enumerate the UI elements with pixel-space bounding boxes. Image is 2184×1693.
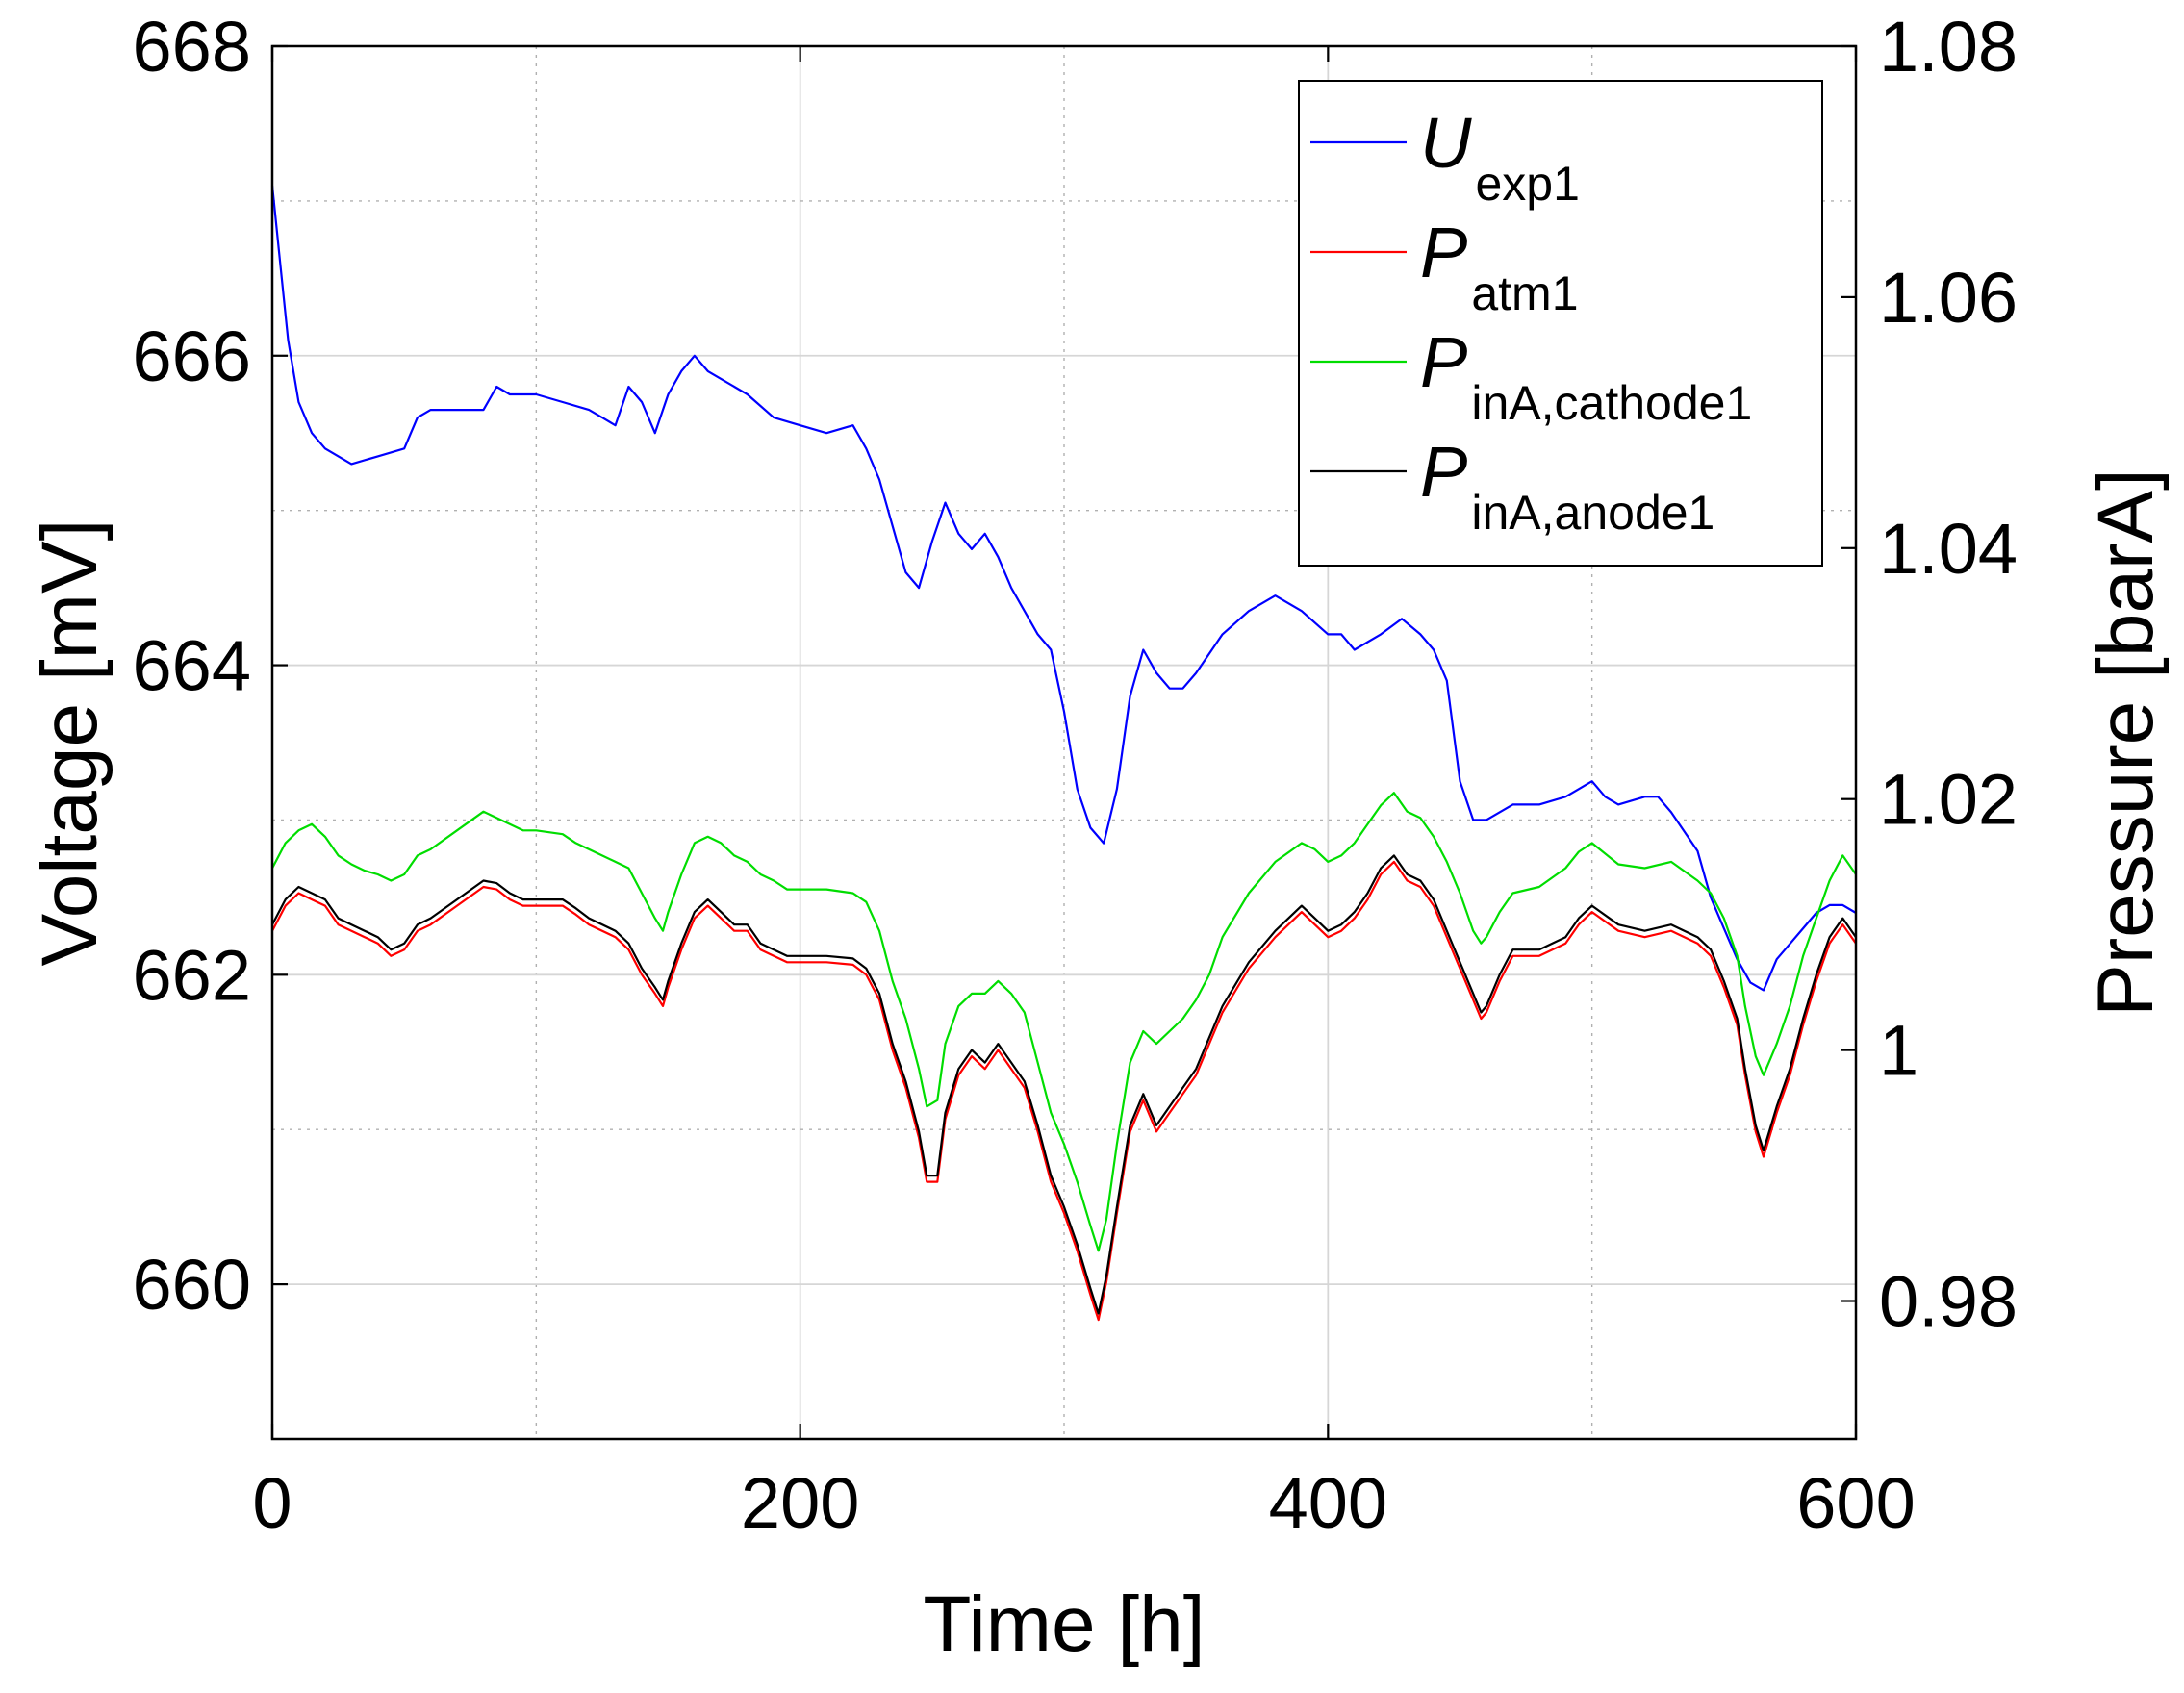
legend-entry: Uexp1	[1310, 103, 1580, 211]
legend-entry: Patm1	[1310, 213, 1579, 320]
y-left-tick-label: 662	[133, 935, 251, 1015]
y-right-tick-label: 1.04	[1879, 509, 2018, 589]
x-tick-label: 600	[1796, 1463, 1915, 1543]
series-group	[270, 185, 1857, 1322]
legend-label: PinA,anode1	[1420, 432, 1714, 540]
series-line-p-ina-anode1	[271, 854, 1857, 1315]
legend-label: Uexp1	[1420, 103, 1580, 211]
x-tick-label: 400	[1269, 1463, 1387, 1543]
series-line-p-ina-cathode1	[271, 792, 1857, 1252]
legend-label: Patm1	[1420, 213, 1579, 320]
axis-ticks: 0 200 400 600 660 662 664 666 668 0.98 1 1.02 1.04 1.…	[133, 7, 2019, 1543]
y-right-tick-label: 0.98	[1879, 1262, 2018, 1342]
y-right-tick-label: 1.06	[1879, 258, 2018, 338]
y-right-tick-label: 1.02	[1879, 760, 2018, 840]
y-axis-left-title: Voltage [mV]	[26, 519, 114, 967]
y-left-tick-label: 664	[133, 626, 251, 706]
y-right-tick-label: 1	[1879, 1011, 1918, 1091]
legend-entry: PinA,anode1	[1310, 432, 1714, 540]
y-axis-right-title: Pressure [barA]	[2082, 468, 2170, 1017]
series-line-u-exp1	[270, 185, 1857, 992]
y-right-tick-label: 1.08	[1879, 7, 2018, 87]
plot-frame	[270, 44, 1858, 1441]
legend-label: PinA,cathode1	[1420, 322, 1752, 430]
legend-box	[1298, 80, 1823, 567]
y-left-tick-label: 668	[133, 7, 251, 87]
x-axis-title: Time [h]	[923, 1580, 1205, 1668]
legend-entry: PinA,cathode1	[1310, 322, 1752, 430]
y-left-tick-label: 660	[133, 1245, 251, 1325]
series-line-p-atm1	[271, 860, 1857, 1322]
x-tick-label: 0	[252, 1463, 292, 1543]
y-left-tick-label: 666	[133, 316, 251, 396]
x-tick-label: 200	[741, 1463, 859, 1543]
